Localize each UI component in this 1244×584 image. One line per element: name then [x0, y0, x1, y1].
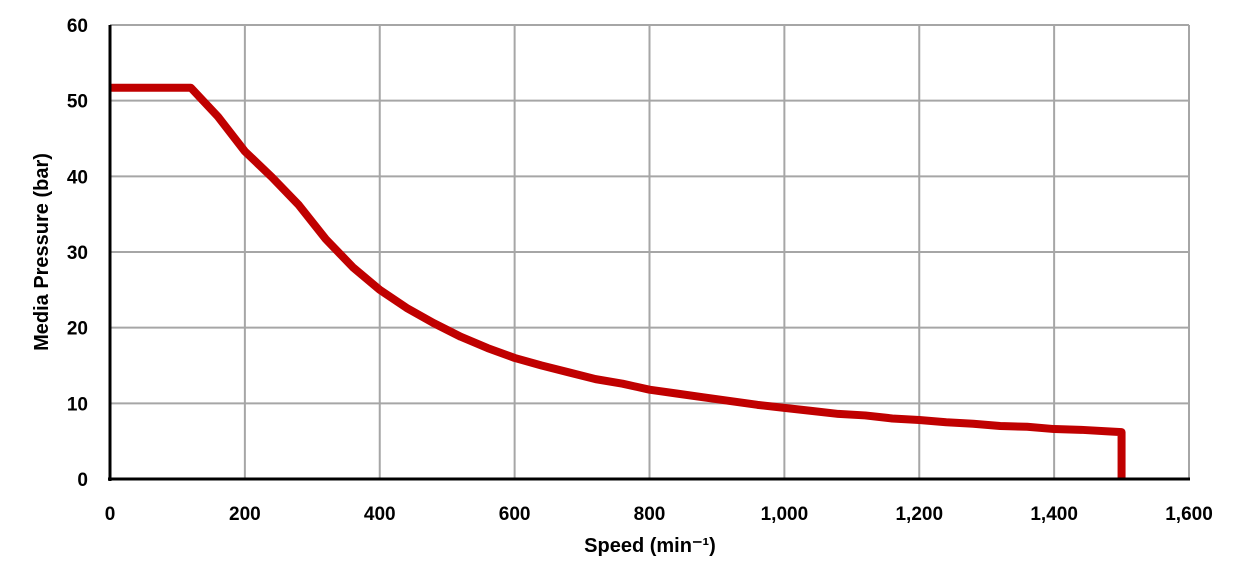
- y-axis-title: Media Pressure (bar): [31, 153, 53, 351]
- y-tick-label: 10: [67, 394, 88, 415]
- x-tick-label: 800: [634, 504, 666, 525]
- x-tick-label: 1,400: [1030, 504, 1078, 525]
- x-tick-label: 1,200: [895, 504, 943, 525]
- y-tick-labels: 0 10 20 30 40 50 60: [67, 16, 88, 491]
- y-tick-label: 0: [77, 470, 88, 491]
- x-tick-label: 1,600: [1165, 504, 1213, 525]
- pressure-curve: [110, 83, 1126, 479]
- x-tick-label: 200: [229, 504, 261, 525]
- y-tick-label: 20: [67, 319, 88, 340]
- x-tick-label: 1,000: [761, 504, 809, 525]
- x-axis-title: Speed (min⁻¹): [584, 535, 716, 557]
- x-tick-label: 400: [364, 504, 396, 525]
- x-tick-labels: 0 200 400 600 800 1,000 1,200 1,400 1,600: [105, 504, 1213, 525]
- y-tick-label: 40: [67, 167, 88, 188]
- y-tick-label: 30: [67, 243, 88, 264]
- x-tick-label: 600: [499, 504, 531, 525]
- grid: [110, 24, 1190, 479]
- series-layer: [110, 83, 1126, 479]
- x-tick-label: 0: [105, 504, 116, 525]
- y-tick-label: 60: [67, 16, 88, 37]
- y-tick-label: 50: [67, 92, 88, 113]
